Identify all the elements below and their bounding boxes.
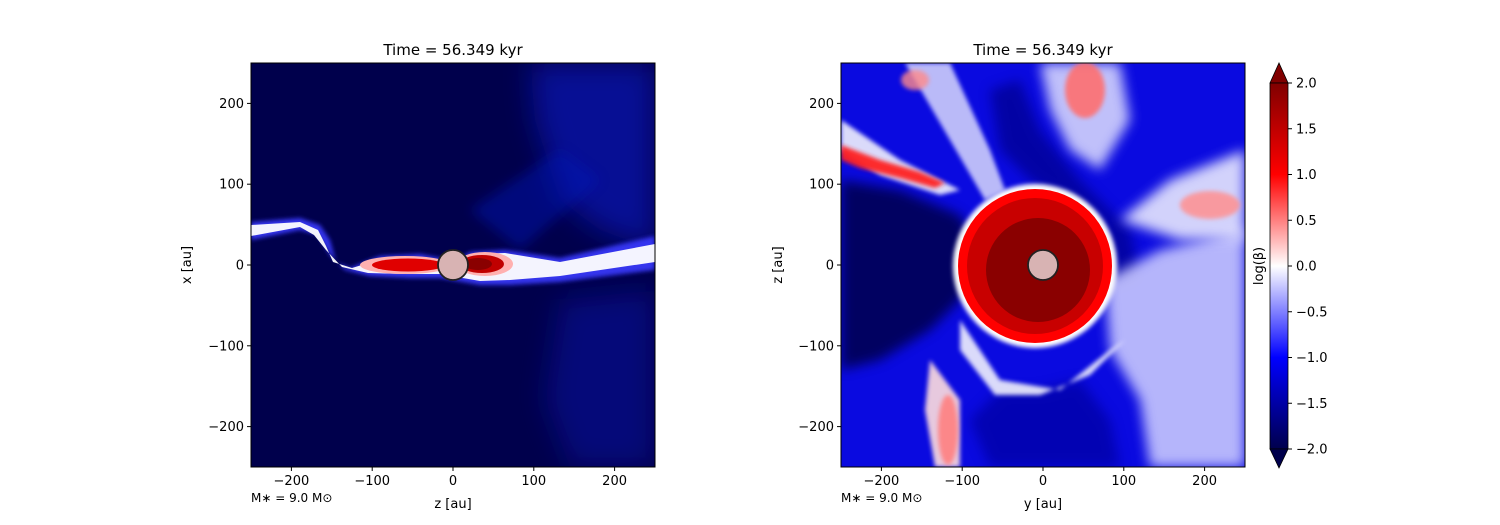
panel-right-xtick-label: 100 [1111, 474, 1136, 489]
colorbar-tick-label: −0.5 [1296, 305, 1328, 320]
panel-right-xlabel: y [au] [1024, 497, 1062, 512]
panel-right-ytick-label: 200 [809, 97, 834, 112]
colorbar-extend-bottom [1269, 448, 1289, 469]
panel-right-star-sink [1027, 249, 1059, 281]
colorbar-label: log(β) [1252, 247, 1267, 285]
panel-left-xtick-label: 0 [449, 474, 457, 489]
panel-right-axes: −200 −100 0 100 200 −200 −100 0 100 200 [798, 97, 1217, 489]
colorbar-tick-label: −2.0 [1296, 443, 1328, 458]
panel-right-title: Time = 56.349 kyr [972, 41, 1113, 59]
panel-right-ytick-label: 100 [809, 178, 834, 193]
colorbar-tick-label: 1.0 [1296, 168, 1317, 183]
panel-right-field [841, 63, 1245, 467]
panel-left-axes: −200 −100 0 100 200 −200 −100 0 100 200 [208, 97, 627, 489]
panel-right-xtick-label: −200 [864, 474, 900, 489]
panel-left-ytick-label: 0 [236, 259, 244, 274]
panel-left-title: Time = 56.349 kyr [382, 41, 523, 59]
colorbar-tick-label: −1.5 [1296, 397, 1328, 412]
colorbar: −2.0 −1.5 −1.0 −0.5 0.0 0.5 1.0 1.5 2.0 log(β) [1252, 62, 1328, 469]
colorbar-tick-label: 2.0 [1296, 77, 1317, 92]
panel-right-ytick-label: −100 [798, 339, 834, 354]
panel-left-star-sink [437, 249, 469, 281]
colorbar-extend-top [1269, 62, 1289, 84]
colorbar-tick-label: 1.5 [1296, 122, 1317, 137]
colorbar-tick-label: 0.0 [1296, 260, 1317, 275]
panel-left-ytick-label: 100 [219, 178, 244, 193]
colorbar-tick-label: 0.5 [1296, 214, 1317, 229]
panel-right-xtick-label: −100 [944, 474, 980, 489]
panel-left-xtick-label: 100 [521, 474, 546, 489]
colorbar-gradient [1269, 82, 1289, 450]
panel-right-ytick-label: 0 [826, 259, 834, 274]
colorbar-ticks: −2.0 −1.5 −1.0 −0.5 0.0 0.5 1.0 1.5 2.0 [1288, 77, 1328, 458]
panel-right-xtick-label: 0 [1039, 474, 1047, 489]
colorbar-tick-label: −1.0 [1296, 351, 1328, 366]
panel-right-xtick-label: 200 [1192, 474, 1217, 489]
panel-right-ylabel: z [au] [771, 246, 786, 283]
panel-right-ytick-label: −200 [798, 420, 834, 435]
panel-left-xlabel: z [au] [434, 497, 471, 512]
panel-left-field [251, 63, 655, 467]
panel-left-xtick-label: −100 [354, 474, 390, 489]
panel-right-mass-annotation: M∗ = 9.0 M⊙ [841, 491, 922, 505]
panel-left-ytick-label: −100 [208, 339, 244, 354]
panel-left-ytick-label: 200 [219, 97, 244, 112]
panel-left: Time = 56.349 kyr −200 −100 0 100 200 −200 −10… [180, 41, 656, 512]
panel-left-xtick-label: 200 [602, 474, 627, 489]
panel-left-mass-annotation: M∗ = 9.0 M⊙ [251, 491, 332, 505]
panel-left-xtick-label: −200 [274, 474, 310, 489]
panel-left-ylabel: x [au] [180, 246, 195, 284]
panel-right: Time = 56.349 kyr [771, 41, 1246, 512]
panel-left-ytick-label: −200 [208, 420, 244, 435]
